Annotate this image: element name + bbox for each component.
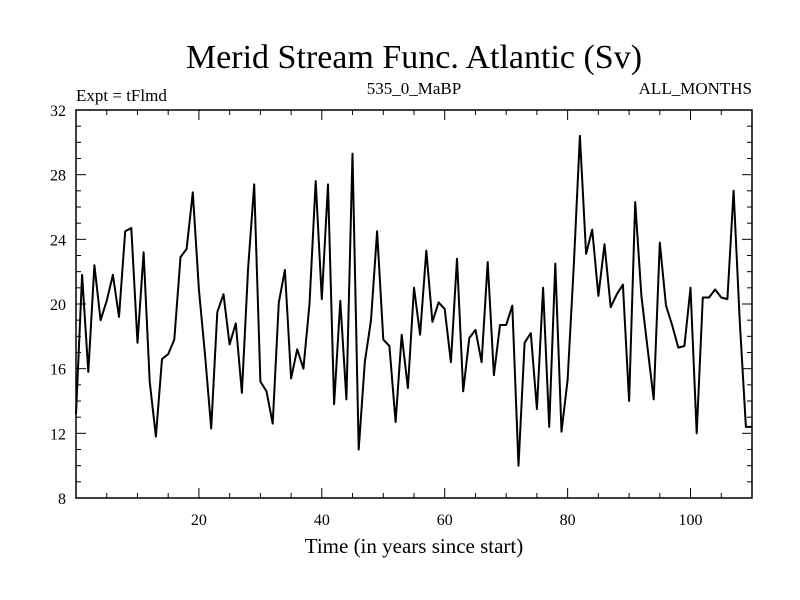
y-tick-label: 28 xyxy=(50,168,66,185)
x-tick-label: 80 xyxy=(560,512,576,529)
x-tick-label: 100 xyxy=(679,512,703,529)
experiment-label: Expt = tFlmd xyxy=(76,86,167,105)
chart-title: Merid Stream Func. Atlantic (Sv) xyxy=(186,39,642,76)
x-axis-label: Time (in years since start) xyxy=(305,534,524,558)
y-tick-label: 16 xyxy=(50,362,66,379)
series-layer xyxy=(75,134,752,467)
x-tick-label: 40 xyxy=(314,512,330,529)
tick-marks xyxy=(76,110,752,498)
y-tick-label: 8 xyxy=(58,491,66,508)
y-tick-label: 20 xyxy=(50,297,66,314)
x-tick-label: 60 xyxy=(437,512,453,529)
plot-frame xyxy=(75,109,753,499)
months-label: ALL_MONTHS xyxy=(639,79,752,98)
tick-labels: 20 40 60 80 100 8 12 16 20 24 28 32 xyxy=(50,103,703,529)
y-tick-label: 12 xyxy=(50,426,66,443)
period-label: 535_0_MaBP xyxy=(367,79,461,98)
y-tick-label: 32 xyxy=(50,103,66,120)
x-tick-label: 20 xyxy=(191,512,207,529)
series-line-0 xyxy=(75,134,752,467)
y-tick-label: 24 xyxy=(50,232,66,249)
